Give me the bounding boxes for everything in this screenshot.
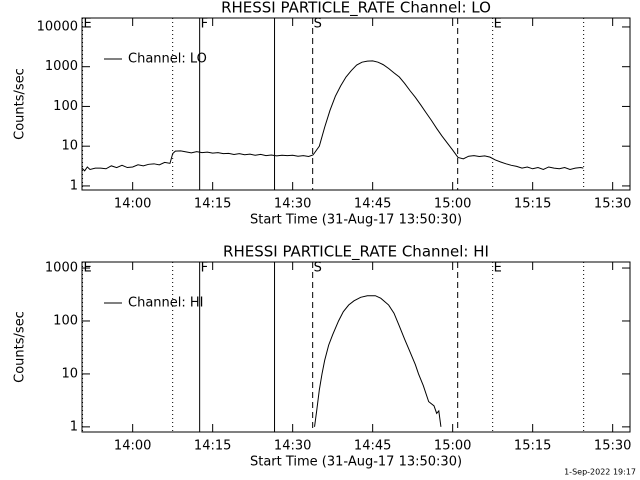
x-tick-label: 15:00 (434, 197, 471, 212)
y-tick-label: 100 (53, 99, 78, 114)
x-tick-label: 15:15 (514, 197, 551, 212)
y-axis-label: Counts/sec (13, 68, 28, 140)
y-tick-label: 10 (61, 139, 78, 154)
x-tick-label: 14:00 (114, 197, 151, 212)
flag-label: S (314, 17, 322, 32)
timestamp: 1-Sep-2022 19:17 (564, 468, 636, 477)
flag-label: F (201, 261, 208, 276)
y-axis-label: Counts/sec (13, 311, 28, 383)
flag-label: S (314, 261, 322, 276)
x-tick-label: 14:45 (354, 197, 391, 212)
flag-label: E (494, 261, 502, 276)
y-tick-label: 10000 (37, 19, 78, 34)
x-tick-label: 14:15 (194, 197, 231, 212)
chart-title: RHESSI PARTICLE_RATE Channel: LO (221, 0, 491, 18)
chart-title: RHESSI PARTICLE_RATE Channel: HI (223, 243, 489, 262)
data-line (82, 60, 584, 172)
x-tick-label: 15:00 (434, 439, 471, 454)
x-axis-label: Start Time (31-Aug-17 13:50:30) (250, 455, 462, 470)
x-tick-label: 15:15 (514, 439, 551, 454)
x-tick-label: 14:15 (194, 439, 231, 454)
flag-label: E (494, 17, 502, 32)
y-tick-label: 10 (61, 366, 78, 381)
plot-frame (81, 261, 631, 433)
y-tick-label: 1 (70, 178, 78, 193)
flag-label: E (84, 17, 92, 32)
y-tick-label: 1000 (45, 59, 78, 74)
x-tick-label: 15:30 (594, 197, 631, 212)
legend-label: Channel: HI (128, 296, 204, 311)
y-tick-label: 100 (53, 313, 78, 328)
y-tick-label: 1 (70, 419, 78, 434)
plot-frame (81, 17, 631, 191)
x-tick-label: 14:30 (274, 439, 311, 454)
x-tick-label: 15:30 (594, 439, 631, 454)
x-tick-label: 14:45 (354, 439, 391, 454)
x-tick-label: 14:30 (274, 197, 311, 212)
legend-label: Channel: LO (128, 52, 207, 67)
x-axis-label: Start Time (31-Aug-17 13:50:30) (250, 213, 462, 228)
x-tick-label: 14:00 (114, 439, 151, 454)
flag-label: E (84, 261, 92, 276)
y-tick-label: 1000 (45, 261, 78, 276)
data-line (314, 295, 442, 427)
flag-label: F (201, 17, 208, 32)
